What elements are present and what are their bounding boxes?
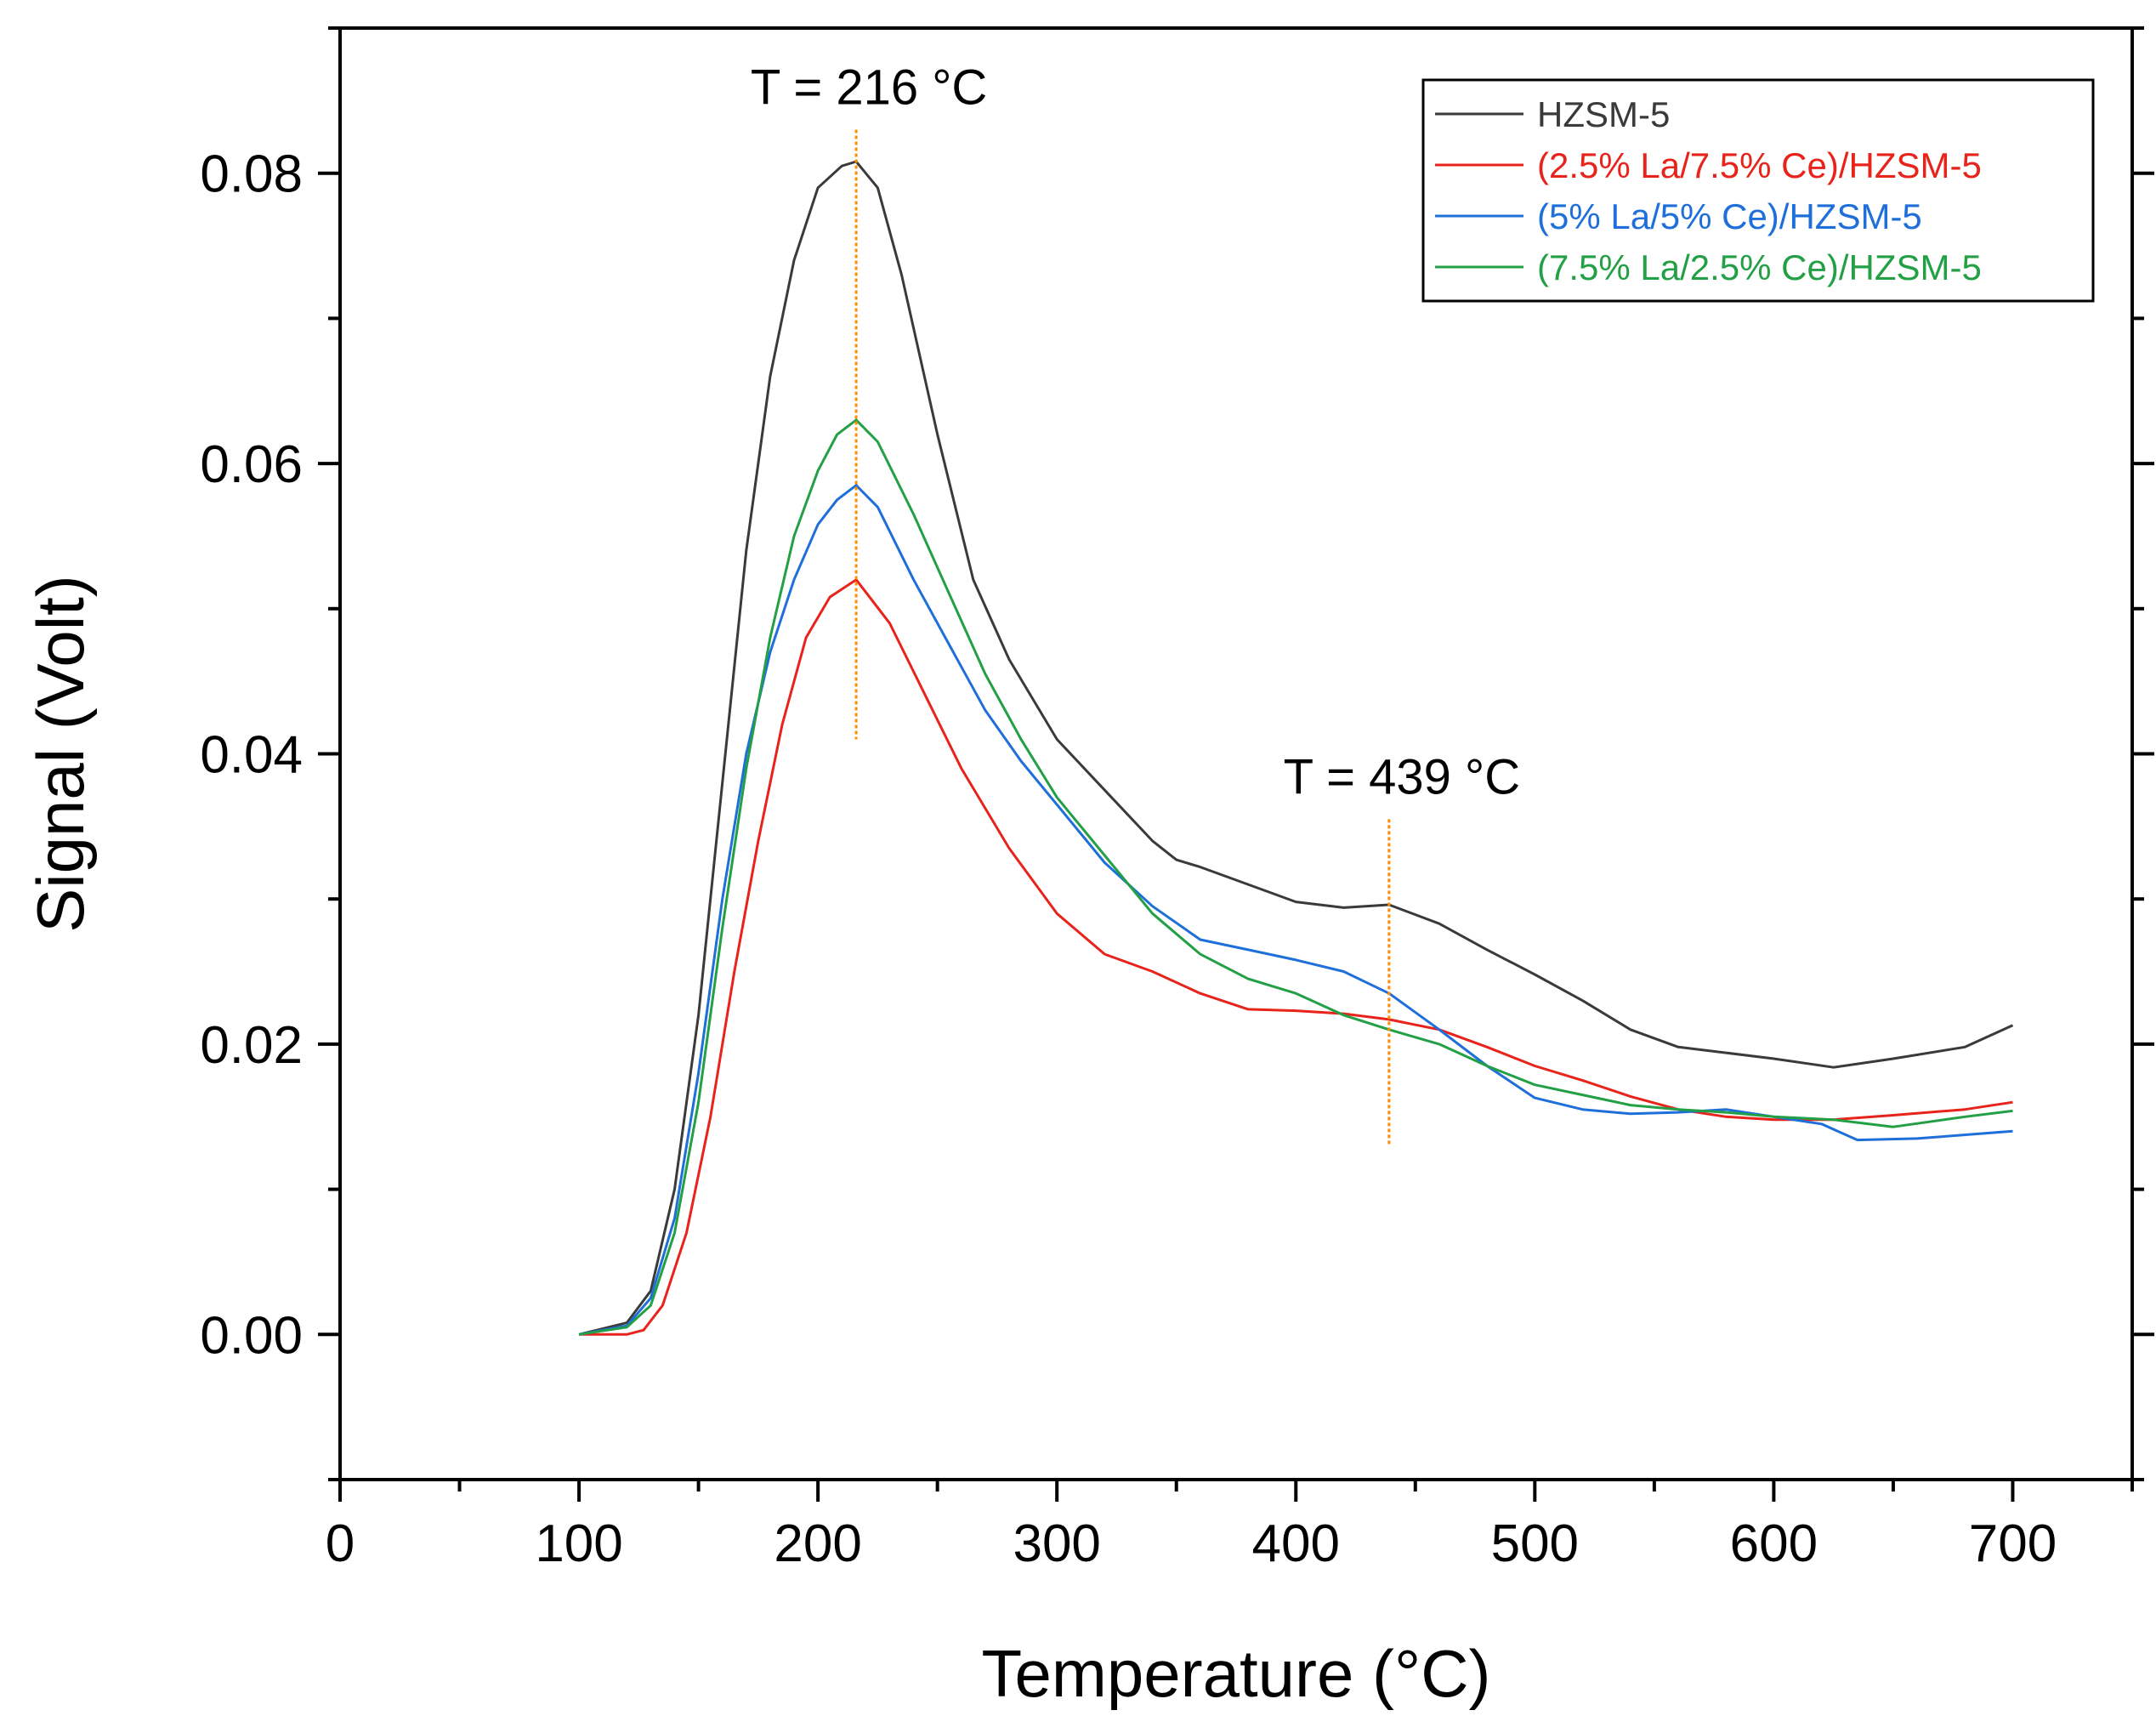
series-line [578, 418, 2013, 1336]
axis-layer: 0 100 200 300 400 500 600 700 0.00 0.02 0.04 0.06 0.… [200, 26, 2154, 1573]
x-tick-label: 700 [1969, 1514, 2057, 1573]
y-tick-label: 0.02 [200, 1016, 303, 1075]
y-tick-label: 0.04 [200, 726, 303, 785]
x-tick-label: 500 [1491, 1514, 1579, 1573]
x-tick-label: 400 [1252, 1514, 1340, 1573]
legend-label: (5% La/5% Ce)/HZSM-5 [1537, 196, 1922, 236]
x-tick-label: 0 [326, 1514, 355, 1573]
legend-label: HZSM-5 [1537, 94, 1670, 134]
annotation-label: T = 216 °C [751, 60, 987, 115]
x-tick-label: 600 [1730, 1514, 1818, 1573]
series-line [578, 160, 2014, 1336]
y-tick-label: 0.08 [200, 145, 303, 204]
x-tick-label: 100 [535, 1514, 622, 1573]
y-tick-label: 0.00 [200, 1306, 303, 1365]
series-line [578, 484, 2013, 1336]
annotation-layer: T = 216 °C T = 439 °C [751, 60, 1520, 1146]
x-axis-title: Temperature (°C) [981, 1636, 1490, 1711]
legend: HZSM-5 (2.5% La/7.5% Ce)/HZSM-5 (5% La/5% … [1421, 78, 2095, 303]
legend-box [1421, 78, 2095, 303]
y-axis-title: Signal (Volt) [23, 575, 98, 933]
y-tick-label: 0.06 [200, 435, 303, 494]
x-tick-label: 200 [774, 1514, 861, 1573]
legend-label: (2.5% La/7.5% Ce)/HZSM-5 [1537, 145, 1982, 185]
annotation-label: T = 439 °C [1284, 749, 1520, 804]
legend-label: (7.5% La/2.5% Ce)/HZSM-5 [1537, 247, 1982, 287]
series-layer [578, 160, 2014, 1336]
x-tick-label: 300 [1013, 1514, 1100, 1573]
